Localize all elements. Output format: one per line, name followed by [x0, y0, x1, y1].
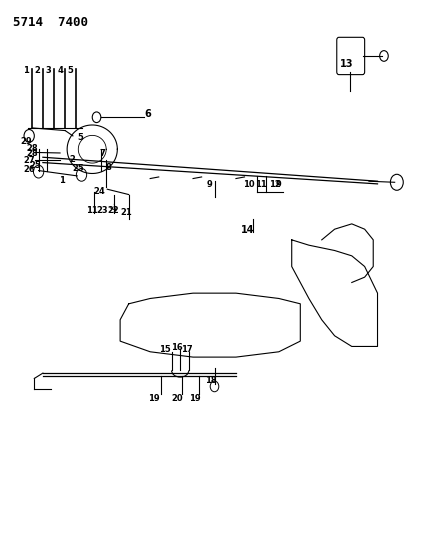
Text: 22: 22 — [108, 206, 120, 214]
Text: 23: 23 — [96, 206, 108, 214]
Text: 12: 12 — [269, 180, 281, 189]
Text: 10: 10 — [243, 180, 255, 189]
Text: 5714  7400: 5714 7400 — [13, 16, 88, 29]
Text: 8: 8 — [105, 163, 111, 172]
Text: 29: 29 — [21, 138, 33, 146]
Text: 5: 5 — [68, 66, 74, 75]
Text: 11: 11 — [86, 206, 98, 214]
Text: 18: 18 — [205, 376, 217, 384]
Text: 1: 1 — [59, 176, 65, 184]
Text: 20: 20 — [171, 394, 183, 402]
Text: 1: 1 — [23, 66, 29, 75]
Text: 17: 17 — [181, 345, 193, 353]
Text: 16: 16 — [171, 343, 183, 352]
Text: 19: 19 — [189, 394, 201, 402]
Text: 13: 13 — [340, 59, 353, 69]
Text: 9: 9 — [206, 180, 212, 189]
Text: 3: 3 — [45, 66, 51, 75]
Text: 4: 4 — [57, 66, 63, 75]
Text: 15: 15 — [159, 345, 171, 353]
Text: 9: 9 — [276, 180, 282, 189]
Text: 28: 28 — [26, 149, 38, 158]
Text: 5: 5 — [78, 133, 84, 142]
Text: 28: 28 — [26, 144, 38, 152]
Text: 19: 19 — [148, 394, 160, 402]
Text: 25: 25 — [29, 161, 41, 169]
Text: 25: 25 — [72, 165, 84, 173]
Text: 6: 6 — [145, 109, 151, 118]
Text: 7: 7 — [99, 149, 105, 158]
Text: 2: 2 — [35, 66, 41, 75]
Text: 26: 26 — [23, 165, 35, 174]
Text: 24: 24 — [94, 188, 106, 196]
Text: 11: 11 — [255, 180, 267, 189]
Text: 14: 14 — [241, 225, 255, 235]
Text: 21: 21 — [121, 208, 133, 216]
Text: 27: 27 — [23, 157, 35, 165]
Text: 2: 2 — [69, 156, 75, 164]
